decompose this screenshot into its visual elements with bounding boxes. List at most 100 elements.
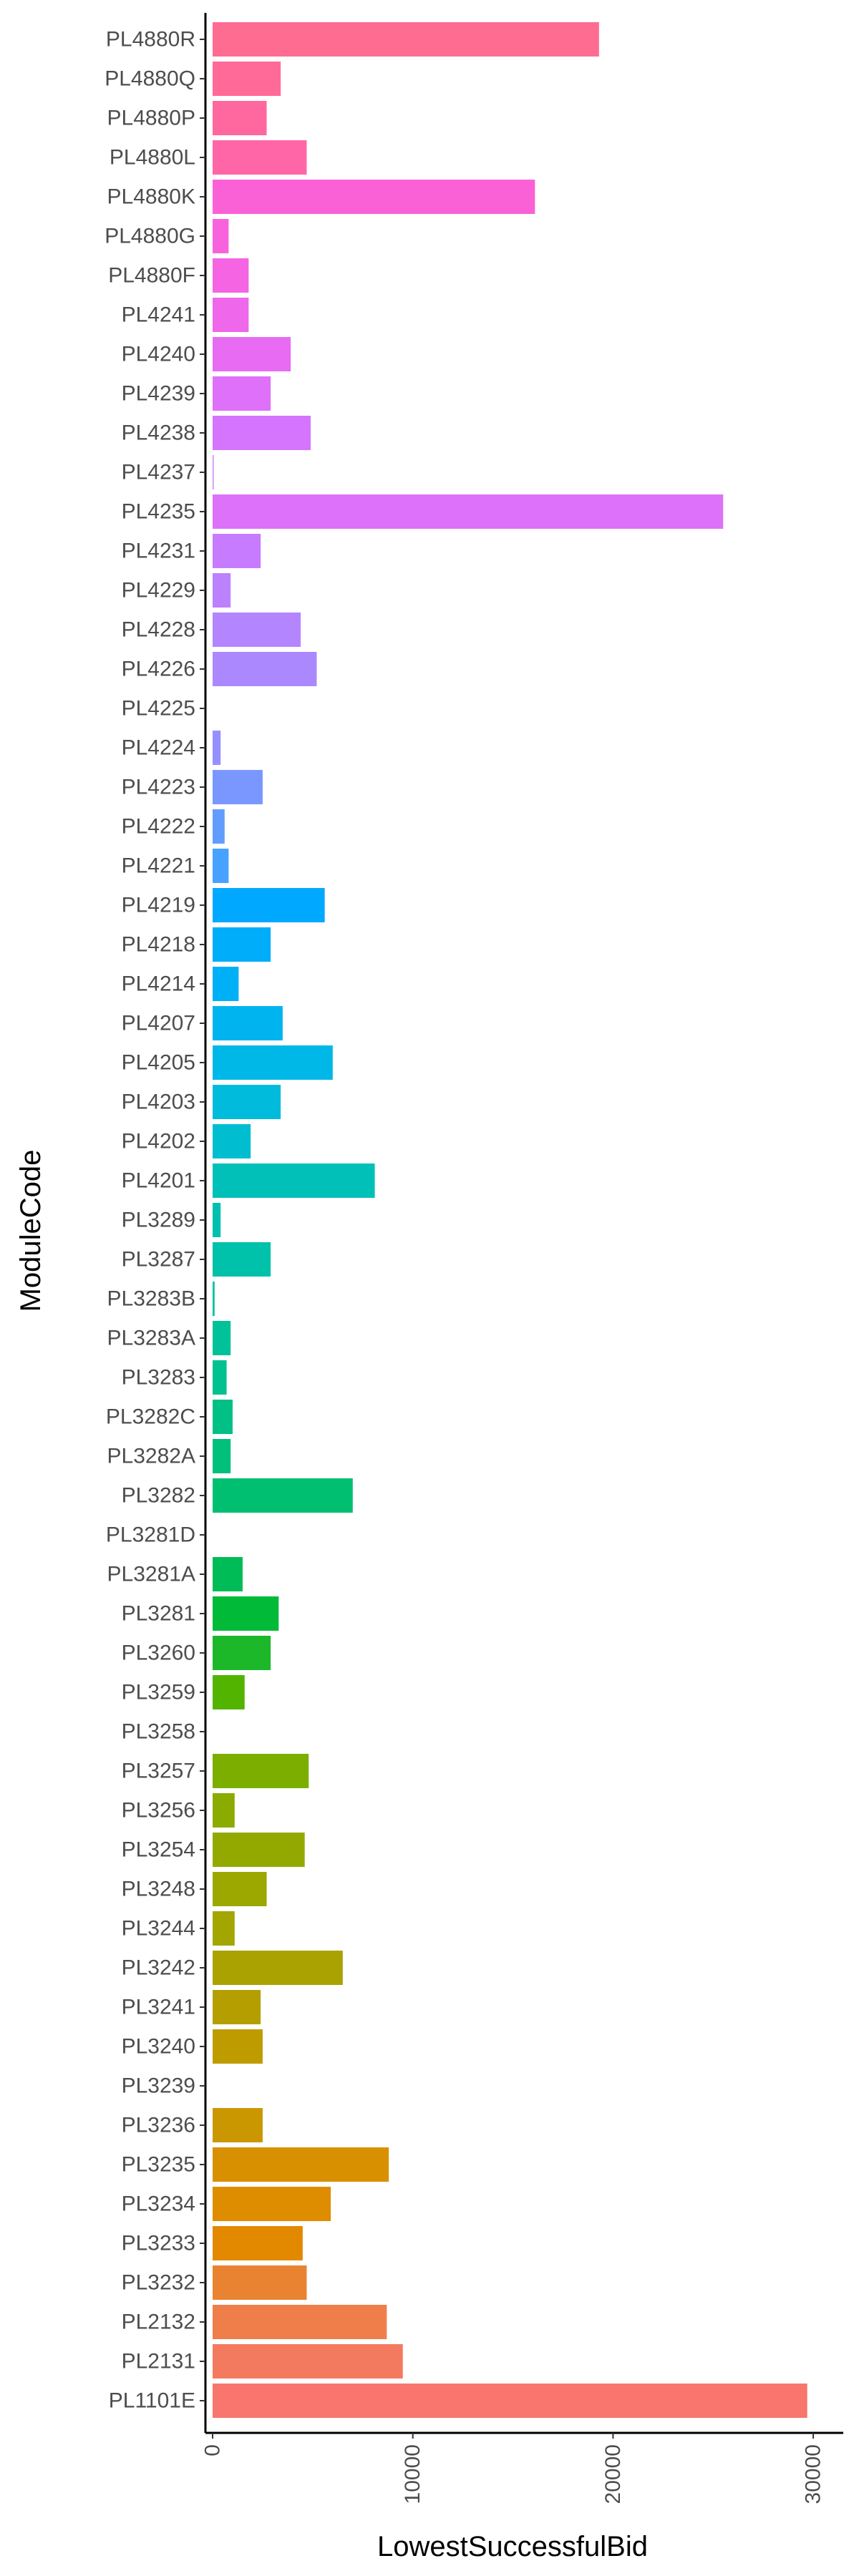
bar-PL4880L xyxy=(213,140,307,175)
x-tick-label-10000: 10000 xyxy=(401,2444,424,2504)
y-tick-label-PL2131: PL2131 xyxy=(122,2350,195,2373)
bar-PL4880P xyxy=(213,101,267,135)
y-tick-label-PL3234: PL3234 xyxy=(122,2192,195,2216)
y-tick-label-PL3235: PL3235 xyxy=(122,2153,195,2177)
bar-PL4205 xyxy=(213,1045,333,1080)
bar-PL3234 xyxy=(213,2187,331,2221)
y-tick-label-PL4222: PL4222 xyxy=(122,815,195,839)
y-tick-label-PL4229: PL4229 xyxy=(122,579,195,602)
bar-PL3259 xyxy=(213,1675,245,1709)
y-tick-label-PL4880F: PL4880F xyxy=(108,264,195,288)
y-tick-label-PL4218: PL4218 xyxy=(122,933,195,957)
y-tick-label-PL3239: PL3239 xyxy=(122,2074,195,2098)
y-tick-label-PL3256: PL3256 xyxy=(122,1799,195,1823)
y-tick-label-PL3254: PL3254 xyxy=(122,1838,195,1862)
bar-PL3242 xyxy=(213,1951,343,1985)
y-tick-label-PL3240: PL3240 xyxy=(122,2035,195,2059)
bar-PL4239 xyxy=(213,376,271,411)
y-tick-label-PL4202: PL4202 xyxy=(122,1130,195,1153)
y-tick-label-PL3242: PL3242 xyxy=(122,1956,195,1980)
bar-PL4207 xyxy=(213,1006,283,1040)
bar-PL4229 xyxy=(213,573,231,608)
bar-PL4203 xyxy=(213,1085,281,1119)
bar-PL3281A xyxy=(213,1557,243,1591)
bar-PL4880G xyxy=(213,219,229,253)
bar-PL3254 xyxy=(213,1833,305,1867)
y-tick-label-PL4231: PL4231 xyxy=(122,540,195,563)
y-tick-label-PL3258: PL3258 xyxy=(122,1720,195,1744)
y-tick-label-PL4205: PL4205 xyxy=(122,1051,195,1075)
bar-PL4201 xyxy=(213,1163,375,1198)
bar-PL3235 xyxy=(213,2147,389,2182)
y-tick-label-PL4224: PL4224 xyxy=(122,736,195,760)
y-tick-label-PL3248: PL3248 xyxy=(122,1878,195,1901)
bar-PL3260 xyxy=(213,1636,271,1670)
y-tick-label-PL3260: PL3260 xyxy=(122,1641,195,1665)
y-tick-label-PL3281A: PL3281A xyxy=(107,1563,195,1586)
bar-PL4228 xyxy=(213,613,301,647)
bar-PL2131 xyxy=(213,2344,403,2379)
x-tick-label-0: 0 xyxy=(201,2444,225,2457)
y-tick-label-PL4201: PL4201 xyxy=(122,1169,195,1193)
bar-PL4240 xyxy=(213,337,291,371)
bar-PL3236 xyxy=(213,2108,263,2142)
bar-PL3289 xyxy=(213,1203,221,1237)
y-tick-label-PL4238: PL4238 xyxy=(122,421,195,445)
x-tick-label-30000: 30000 xyxy=(802,2444,825,2504)
bar-PL3241 xyxy=(213,1990,261,2024)
bar-PL3240 xyxy=(213,2029,263,2064)
x-axis: 0 10000 20000 30000 xyxy=(201,2431,843,2504)
y-tick-label-PL4207: PL4207 xyxy=(122,1012,195,1035)
y-tick-label-PL3282A: PL3282A xyxy=(107,1445,195,1468)
bar-PL4218 xyxy=(213,927,271,962)
bar-PL3283A xyxy=(213,1321,231,1355)
bar-PL4235 xyxy=(213,494,724,529)
y-tick-label-PL1101E: PL1101E xyxy=(109,2389,195,2413)
y-tick-label-PL4241: PL4241 xyxy=(122,303,195,327)
y-tick-label-PL4880K: PL4880K xyxy=(107,185,195,209)
bar-PL4238 xyxy=(213,416,311,450)
y-tick-label-PL4237: PL4237 xyxy=(122,461,195,484)
bar-PL4880F xyxy=(213,258,249,293)
y-tick-label-PL4239: PL4239 xyxy=(122,382,195,406)
y-tick-label-PL4226: PL4226 xyxy=(122,658,195,681)
y-tick-label-PL4203: PL4203 xyxy=(122,1091,195,1114)
bar-PL4880R xyxy=(213,22,599,57)
y-tick-label-PL3232: PL3232 xyxy=(122,2271,195,2295)
y-tick-label-PL4880G: PL4880G xyxy=(105,225,195,248)
bar-PL4202 xyxy=(213,1124,251,1158)
bar-PL2132 xyxy=(213,2305,387,2339)
y-tick-label-PL4240: PL4240 xyxy=(122,343,195,366)
y-tick-label-PL4880L: PL4880L xyxy=(110,146,195,170)
y-tick-label-PL3259: PL3259 xyxy=(122,1681,195,1704)
bar-PL3282A xyxy=(213,1439,231,1473)
bar-PL4224 xyxy=(213,731,221,765)
y-tick-label-PL4223: PL4223 xyxy=(122,776,195,799)
bar-PL4222 xyxy=(213,809,225,844)
bar-PL4219 xyxy=(213,888,325,922)
y-tick-label-PL4880P: PL4880P xyxy=(107,107,195,130)
y-tick-label-PL4219: PL4219 xyxy=(122,894,195,917)
bar-PL3232 xyxy=(213,2265,307,2300)
y-tick-label-PL4880R: PL4880R xyxy=(106,28,195,52)
bar-PL3256 xyxy=(213,1793,235,1828)
bar-PL4221 xyxy=(213,849,229,883)
bar-PL3282C xyxy=(213,1400,233,1434)
bar-PL1101E xyxy=(213,2384,807,2418)
y-tick-label-PL4221: PL4221 xyxy=(122,854,195,878)
bars-layer xyxy=(213,22,807,2418)
y-tick-label-PL3283B: PL3283B xyxy=(107,1287,195,1311)
y-tick-label-PL3241: PL3241 xyxy=(122,1996,195,2019)
y-tick-label-PL2132: PL2132 xyxy=(122,2311,195,2334)
x-axis-title: LowestSuccessfulBid xyxy=(377,2531,648,2562)
bar-PL3233 xyxy=(213,2226,303,2260)
y-tick-label-PL3283A: PL3283A xyxy=(107,1327,195,1350)
bar-PL3283B xyxy=(213,1282,215,1316)
x-tick-label-20000: 20000 xyxy=(601,2444,625,2504)
bar-PL4214 xyxy=(213,967,239,1001)
y-tick-label-PL3287: PL3287 xyxy=(122,1248,195,1272)
bar-PL4880K xyxy=(213,180,535,214)
y-tick-label-PL3257: PL3257 xyxy=(122,1760,195,1783)
bar-PL3257 xyxy=(213,1754,309,1788)
